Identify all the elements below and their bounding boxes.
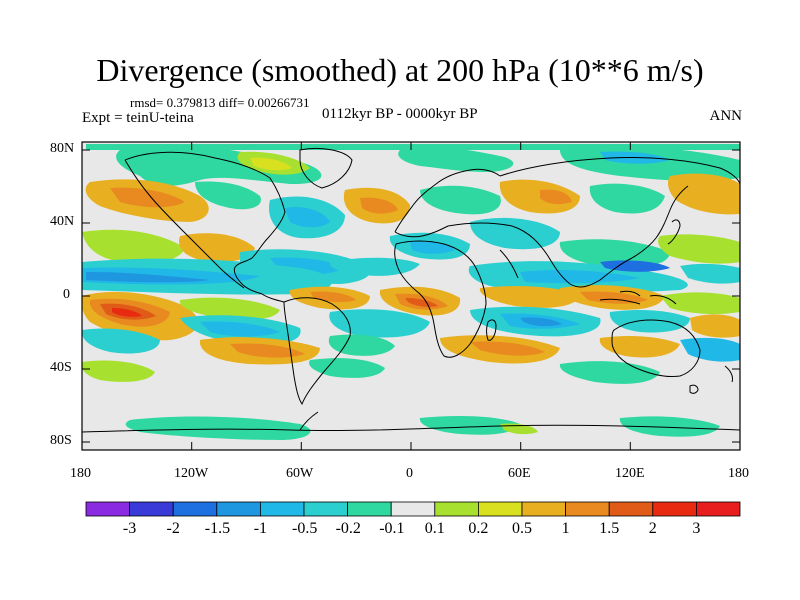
lat-label: 40N: [50, 214, 75, 229]
lon-label: 60W: [286, 466, 314, 481]
colorbar-label: -0.1: [379, 520, 405, 537]
colorbar-swatch: [652, 501, 697, 517]
lon-label: 120W: [174, 466, 209, 481]
lon-label: 60E: [508, 466, 531, 481]
colorbar-swatch: [521, 501, 566, 517]
experiment-label: Expt = teinU-teina: [82, 110, 194, 126]
lat-label: 80N: [50, 141, 75, 156]
colorbar-swatch: [259, 501, 305, 517]
colorbar-label: -3: [122, 520, 137, 537]
colorbar-label: -1: [253, 520, 268, 537]
colorbar-swatch: [216, 501, 261, 517]
lat-label: 80S: [50, 433, 72, 448]
colorbar-label: 2: [648, 520, 657, 537]
contour-fills: [82, 144, 740, 440]
stats-text: rmsd= 0.379813 diff= 0.00266731: [130, 95, 310, 110]
lat-label: 0: [63, 287, 70, 302]
lat-ticks: [82, 149, 740, 443]
colorbar-swatch: [129, 501, 174, 517]
lon-label: 120E: [615, 466, 645, 481]
colorbar-label: -2: [166, 520, 180, 537]
colorbar-label: 1: [561, 520, 570, 537]
colorbar-label: 3: [692, 520, 701, 537]
colorbar-swatch: [696, 501, 741, 517]
colorbar-label: -1.5: [204, 520, 231, 537]
lon-ticks: [191, 142, 631, 450]
colorbar-swatch: [172, 501, 218, 517]
chart-title: Divergence (smoothed) at 200 hPa (10**6 …: [96, 52, 704, 88]
colorbar-label: 0.5: [512, 520, 532, 537]
colorbar-label: 0.1: [424, 520, 445, 537]
colorbar-swatch: [565, 501, 610, 517]
colorbar-swatch: [303, 501, 348, 517]
colorbar: [85, 501, 741, 517]
colorbar-swatch: [477, 501, 523, 517]
colorbar-label: 0.2: [468, 520, 489, 537]
lat-label: 40S: [50, 360, 72, 375]
colorbar-label: -0.2: [335, 520, 361, 537]
lon-label: 180: [70, 466, 91, 481]
colorbar-swatch: [434, 501, 479, 517]
period-label: 0112kyr BP - 0000kyr BP: [322, 106, 478, 122]
season-label: ANN: [709, 108, 743, 124]
colorbar-label: 1.5: [599, 520, 620, 537]
colorbar-swatch: [608, 501, 654, 517]
colorbar-swatch: [347, 501, 392, 517]
lon-label: 0: [406, 466, 413, 481]
coastlines: [82, 147, 740, 433]
colorbar-swatch: [85, 501, 130, 517]
colorbar-label: -0.5: [292, 520, 318, 537]
colorbar-swatch: [390, 501, 436, 517]
lon-label: 180: [728, 466, 749, 481]
